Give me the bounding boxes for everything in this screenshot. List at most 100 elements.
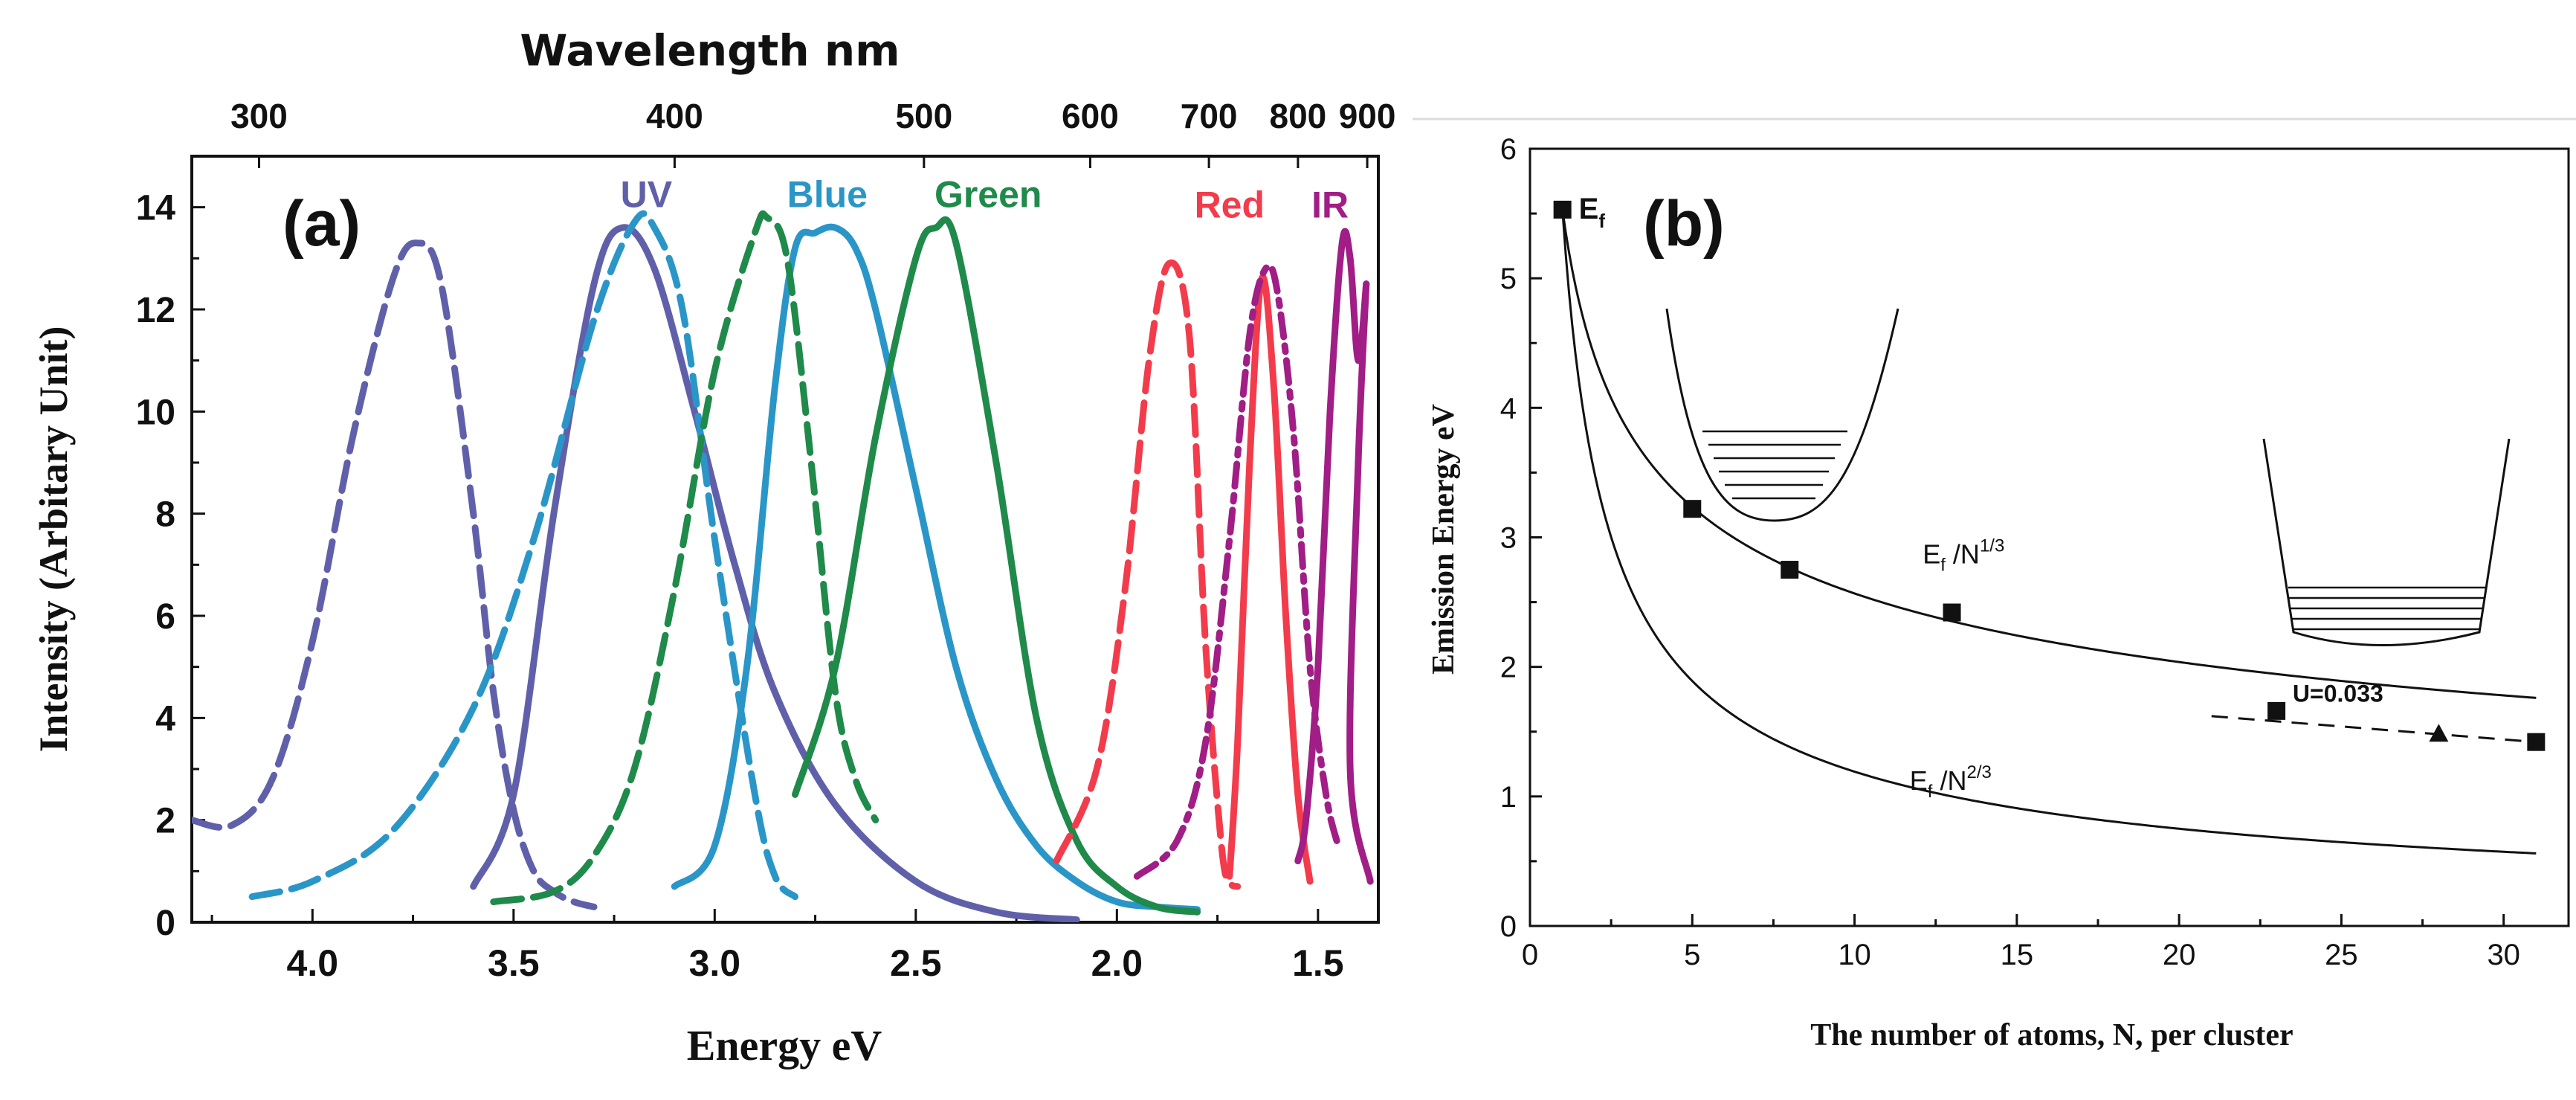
parabolic-well-inset	[1665, 308, 1899, 522]
b-y-tick-label: 4	[1500, 392, 1517, 425]
series-group	[192, 210, 1374, 922]
top-axis-title: Wavelength nm	[520, 25, 900, 76]
y-tick-label: 0	[155, 904, 175, 943]
series-label-green: Green	[934, 174, 1042, 216]
series-label-red: Red	[1195, 184, 1265, 225]
panel-a: Wavelength nm 300 400 500 600 700 800 900 4.0 3…	[31, 25, 2576, 1070]
series-line-blue-solid	[671, 223, 1201, 913]
x-tick-label: 2.0	[1091, 942, 1143, 984]
curve-2-3	[1561, 209, 2537, 855]
b-x-tick-label: 5	[1684, 939, 1700, 971]
x-tick-label: 1.5	[1292, 942, 1344, 984]
y-tick-label: 8	[155, 495, 175, 535]
top-tick-label: 400	[646, 97, 703, 135]
ef-label-sub: f	[1598, 210, 1605, 232]
y-tick-label: 2	[155, 802, 175, 841]
x-axis-title: Energy eV	[687, 1021, 882, 1070]
b-y-tick-label: 6	[1500, 133, 1517, 166]
series-line-ir-dashdot	[1133, 262, 1342, 880]
b-y-tick-label: 5	[1500, 263, 1517, 295]
series-label-uv: UV	[621, 174, 673, 216]
square-well-inset	[2262, 438, 2511, 646]
b-x-tick-label: 25	[2325, 939, 2358, 971]
y-tick-label: 10	[136, 393, 175, 432]
ef-point-label: Ef	[1579, 193, 1606, 232]
top-tick-label: 800	[1270, 97, 1327, 135]
curve-label-sub: f	[1940, 555, 1946, 575]
series-line-uv-dashed	[192, 239, 598, 910]
b-y-tick-label: 2	[1500, 652, 1517, 684]
x-tick-label: 2.5	[890, 942, 942, 984]
b-x-axis-ticks: 0 5 10 15 20 25 30	[1522, 914, 2520, 971]
data-point-square	[1683, 500, 1702, 518]
top-tick-label: 300	[230, 97, 288, 135]
data-point-square	[1553, 200, 1572, 219]
series-labels: UV Blue Green Red IR	[621, 174, 1349, 226]
dashed-fit-line	[2211, 715, 2537, 744]
b-x-axis-title: The number of atoms, N, per cluster	[1810, 1018, 2293, 1052]
b-y-tick-label: 0	[1500, 910, 1517, 943]
series-line-green-solid	[792, 216, 1201, 916]
data-point-square	[1781, 561, 1799, 579]
b-y-tick-label: 1	[1500, 781, 1517, 814]
b-x-tick-label: 20	[2163, 939, 2196, 971]
panel-a-label: (a)	[283, 188, 361, 260]
y-axis-title: Intensity (Arbitary Unit)	[31, 327, 76, 753]
b-y-axis-ticks: 0 1 2 3 4 5 6	[1500, 133, 1542, 943]
parabolic-well-levels	[1702, 430, 1847, 500]
curve-label-main: E	[1923, 538, 1940, 569]
series-label-blue: Blue	[787, 174, 868, 216]
curve-label-rest: /N	[1932, 765, 1966, 796]
b-points	[1553, 200, 2546, 751]
series-line-red-solid	[1226, 274, 1314, 885]
square-well-curve	[2262, 438, 2511, 646]
y-tick-label: 4	[155, 699, 175, 739]
series-line-uv-solid	[470, 224, 1080, 922]
panel-b-frame	[1529, 147, 2570, 927]
y-tick-label: 14	[136, 189, 176, 228]
top-tick-label: 600	[1062, 97, 1119, 135]
x-tick-label: 4.0	[287, 942, 339, 984]
y-tick-label: 6	[155, 597, 175, 637]
top-tick-label: 700	[1181, 97, 1238, 135]
b-y-axis-title: Emission Energy eV	[1427, 404, 1461, 675]
x-tick-label: 3.0	[689, 942, 741, 984]
curve-1-3	[1561, 209, 2537, 699]
curve-label-rest: /N	[1946, 538, 1980, 569]
parabolic-well-curve	[1665, 308, 1899, 522]
curve-label-sub: f	[1928, 782, 1933, 802]
dashed-line-label: U=0.033	[2293, 681, 2383, 707]
b-x-tick-label: 0	[1522, 939, 1538, 971]
series-line-ir-solid	[1294, 228, 1370, 865]
curve-label-sup: 1/3	[1980, 535, 2004, 556]
top-tick-label: 900	[1339, 97, 1396, 135]
series-line-ir-solid	[1346, 280, 1374, 885]
series-label-ir: IR	[1311, 184, 1349, 225]
square-well-levels	[2288, 586, 2485, 631]
b-x-tick-label: 15	[2001, 939, 2034, 971]
curve-label-sup: 2/3	[1966, 762, 1991, 782]
x-axis-ticks: 4.0 3.5 3.0 2.5 2.0 1.5	[210, 909, 1344, 984]
b-y-tick-label: 3	[1500, 522, 1517, 555]
x-tick-label: 3.5	[488, 942, 540, 984]
curve-label-1-3: Ef /N1/3	[1923, 535, 2004, 575]
data-point-triangle	[2429, 724, 2449, 742]
data-point-square	[2527, 733, 2546, 751]
top-tick-label: 500	[895, 97, 952, 135]
b-x-tick-label: 10	[1838, 939, 1871, 971]
curve-label-main: E	[1910, 765, 1928, 796]
data-point-square	[1943, 603, 1961, 622]
panel-a-frame	[190, 155, 1380, 924]
y-axis-ticks: 0 2 4 6 8 10 12 14	[136, 189, 205, 943]
ef-label-main: E	[1579, 193, 1599, 225]
y-tick-label: 12	[136, 291, 175, 330]
panel-b-label: (b)	[1643, 188, 1725, 260]
series-line-green-dashed	[490, 210, 879, 906]
curve-label-2-3: Ef /N2/3	[1910, 762, 1992, 802]
b-x-tick-label: 30	[2487, 939, 2520, 971]
series-line-blue-dashed	[248, 210, 799, 901]
b-curves	[1561, 209, 2537, 855]
